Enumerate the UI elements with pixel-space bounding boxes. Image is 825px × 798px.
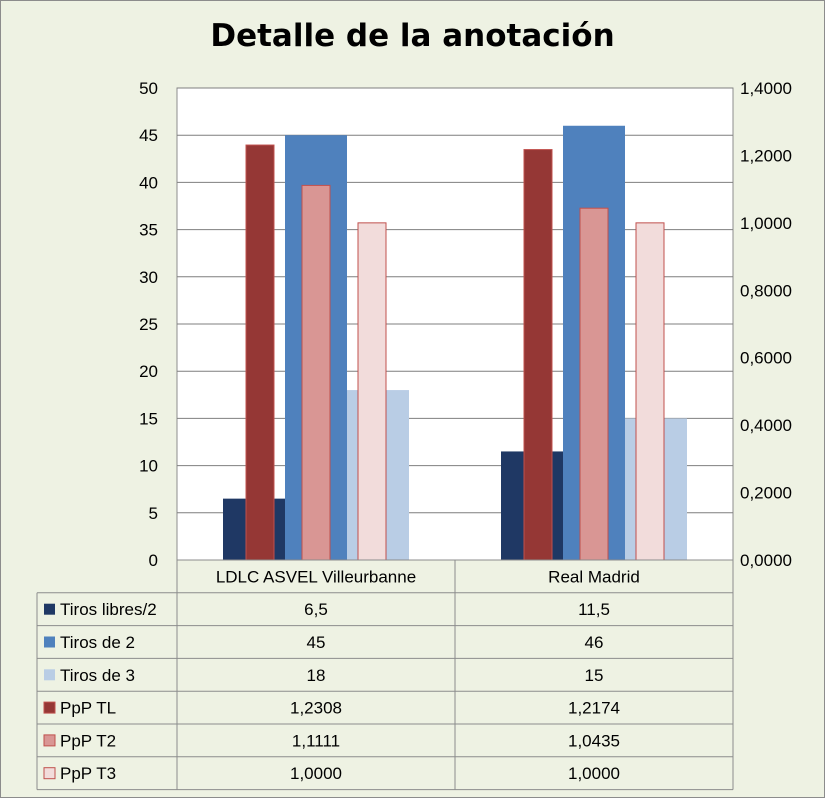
data-value-ppp-t3-1: 1,0000 xyxy=(290,764,342,783)
bar-ppp-tl-1 xyxy=(245,144,275,561)
y-right-tick-label: 0,2000 xyxy=(740,484,792,503)
y-left-tick-label: 50 xyxy=(139,79,158,98)
y-left-tick-label: 20 xyxy=(139,362,158,381)
legend-key-ppp-t2 xyxy=(43,734,56,747)
y-left-tick-label: 5 xyxy=(149,504,158,523)
bar-ppp-t3-1 xyxy=(357,222,387,561)
data-value-tiros-libres-2-1: 6,5 xyxy=(304,600,328,619)
y-right-tick-label: 0,4000 xyxy=(740,416,792,435)
y-right-tick-label: 0,6000 xyxy=(740,349,792,368)
bar-ppp-t2-1 xyxy=(301,184,331,561)
data-value-tiros-de-3-1: 18 xyxy=(307,666,326,685)
chart-title: Detalle de la anotación xyxy=(210,18,615,54)
data-value-tiros-libres-2-2: 11,5 xyxy=(578,600,610,619)
y-left-tick-label: 40 xyxy=(139,173,158,192)
y-left-tick-label: 35 xyxy=(139,221,158,240)
category-label: LDLC ASVEL Villeurbanne xyxy=(216,567,416,586)
data-value-ppp-t2-2: 1,0435 xyxy=(568,731,620,750)
y-right-tick-label: 1,4000 xyxy=(740,79,792,98)
data-value-tiros-de-2-1: 45 xyxy=(307,633,326,652)
legend-key-tiros-de-2 xyxy=(44,636,55,648)
data-value-tiros-de-3-2: 15 xyxy=(585,666,604,685)
legend-label-ppp-t2: PpP T2 xyxy=(60,731,116,750)
category-label: Real Madrid xyxy=(548,567,640,586)
data-value-ppp-t3-2: 1,0000 xyxy=(568,764,620,783)
y-left-tick-label: 45 xyxy=(139,126,158,145)
legend-label-tiros-libres-2: Tiros libres/2 xyxy=(60,600,157,619)
y-right-tick-label: 0,8000 xyxy=(740,281,792,300)
y-right-tick-label: 1,2000 xyxy=(740,146,792,165)
y-right-tick-label: 0,0000 xyxy=(740,551,792,570)
y-left-tick-label: 10 xyxy=(139,457,158,476)
legend-key-tiros-libres-2 xyxy=(44,603,55,615)
bar-ppp-tl-2 xyxy=(523,149,553,561)
data-value-tiros-de-2-2: 46 xyxy=(585,633,604,652)
data-value-ppp-t2-1: 1,1111 xyxy=(292,731,340,750)
y-left-tick-label: 30 xyxy=(139,268,158,287)
y-left-tick-label: 0 xyxy=(149,551,158,570)
bar-ppp-t2-2 xyxy=(579,207,609,561)
legend-key-tiros-de-3 xyxy=(44,669,55,681)
legend-label-tiros-de-2: Tiros de 2 xyxy=(60,633,135,652)
y-left-tick-label: 15 xyxy=(139,409,158,428)
bar-ppp-t3-2 xyxy=(635,222,665,561)
data-value-ppp-tl-2: 1,2174 xyxy=(568,699,620,718)
legend-key-ppp-tl xyxy=(43,701,56,714)
y-left-tick-label: 25 xyxy=(139,315,158,334)
legend-label-ppp-tl: PpP TL xyxy=(60,699,116,718)
legend-label-tiros-de-3: Tiros de 3 xyxy=(60,666,135,685)
legend-key-ppp-t3 xyxy=(43,767,56,780)
y-right-tick-label: 1,0000 xyxy=(740,214,792,233)
legend-label-ppp-t3: PpP T3 xyxy=(60,764,116,783)
data-value-ppp-tl-1: 1,2308 xyxy=(290,699,342,718)
